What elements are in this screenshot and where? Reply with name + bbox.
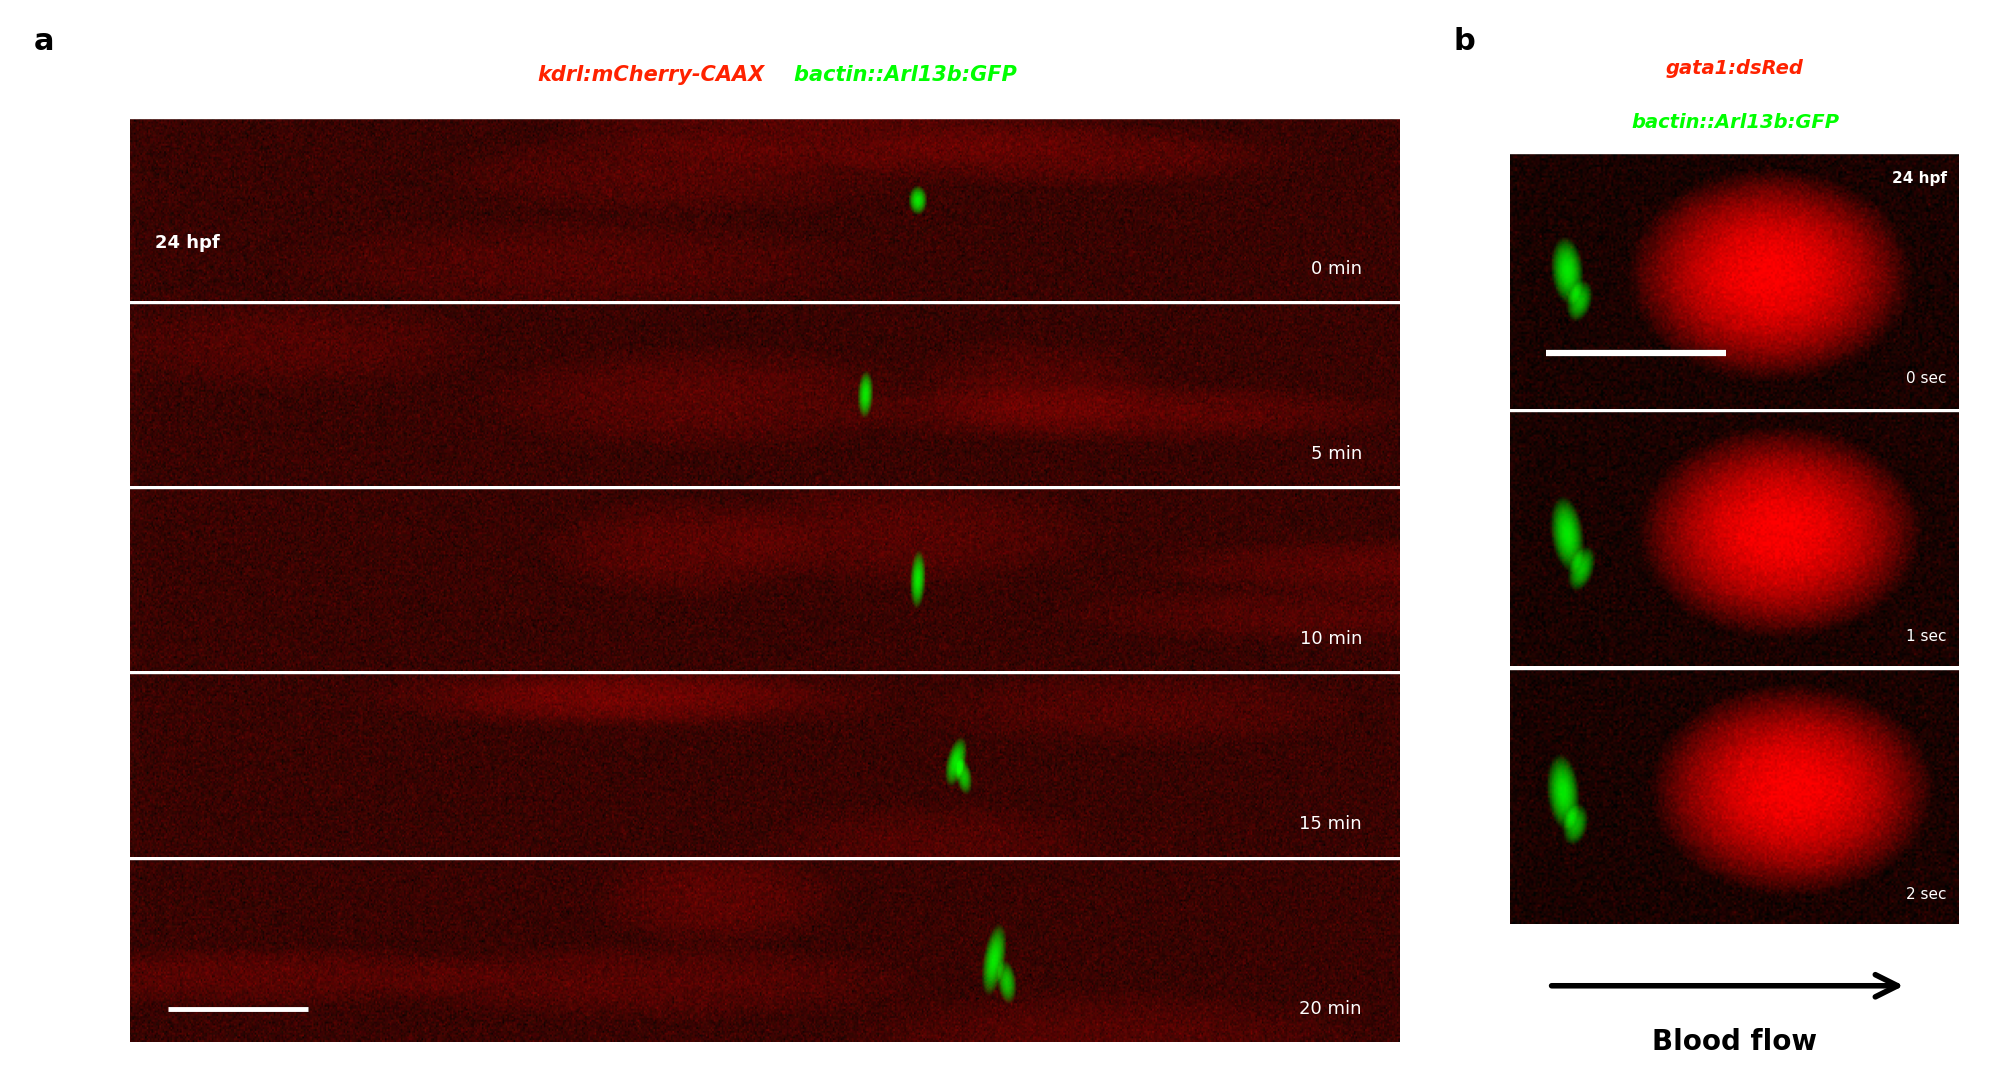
Text: 20 min: 20 min (1300, 1000, 1362, 1018)
Text: 2 sec: 2 sec (1906, 887, 1946, 902)
Text: 0 sec: 0 sec (1906, 372, 1946, 387)
Text: 5 min: 5 min (1310, 445, 1362, 463)
Text: /: / (754, 65, 776, 85)
Text: bactin::Arl13b:GFP: bactin::Arl13b:GFP (764, 65, 1016, 85)
Text: kdrl:mCherry-CAAX: kdrl:mCherry-CAAX (538, 65, 764, 85)
Text: a: a (34, 27, 54, 55)
Text: 10 min: 10 min (1300, 630, 1362, 649)
Text: Blood flow: Blood flow (1652, 1028, 1818, 1056)
Text: gata1:dsRed: gata1:dsRed (1666, 59, 1804, 78)
Text: 0 min: 0 min (1310, 260, 1362, 278)
Text: 24 hpf: 24 hpf (156, 234, 220, 252)
Text: b: b (1454, 27, 1476, 55)
Text: 24 hpf: 24 hpf (1892, 170, 1946, 186)
Text: bactin::Arl13b:GFP: bactin::Arl13b:GFP (1632, 113, 1840, 132)
Text: 15 min: 15 min (1300, 816, 1362, 833)
Text: 1 sec: 1 sec (1906, 629, 1946, 644)
